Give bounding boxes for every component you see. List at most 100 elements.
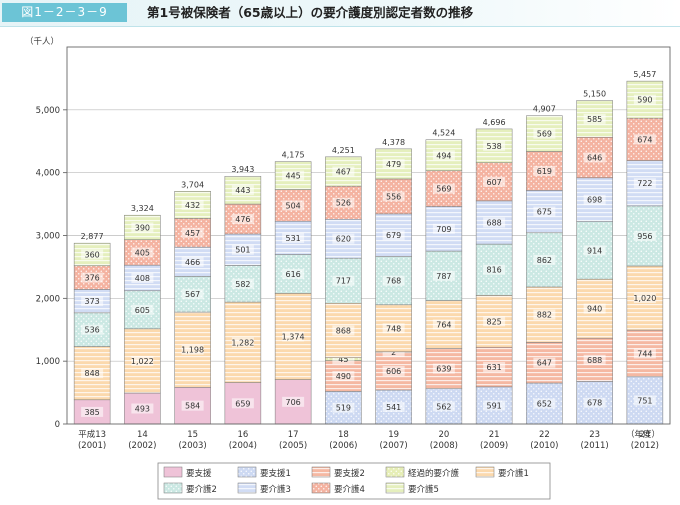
segment-label-bg [332,370,355,381]
segment-label: 616 [285,270,300,279]
x-tick-label: 21 [489,430,500,440]
segment-label: 569 [436,185,451,194]
bar-segment [174,218,211,248]
legend: 要支援 要支援1 要支援2 経過的要介護 要介護1 要介護2 要介護3 要介護4 要介護5 [157,462,551,500]
x-tick-label: 14 [137,430,148,440]
segment-label: 751 [637,396,652,405]
segment-label: 2 [391,348,396,357]
segment-label: 526 [336,199,351,208]
x-tick-sublabel: (2001) [78,441,106,451]
segment-label-bg [181,256,204,267]
segment-label: 584 [185,402,200,411]
segment-label-bg [181,199,204,210]
segment-label: 501 [235,246,250,255]
legend-label: 要支援2 [334,468,365,479]
segment-label-bg [583,113,606,124]
segment-label-bg [131,403,154,414]
segment-label-bg [282,396,305,407]
segment-label: 605 [135,306,150,315]
segment-label-bg [432,319,455,330]
segment-label-bg [81,406,104,417]
segment-label-bg [633,230,656,241]
segment-label: 519 [336,404,351,413]
x-tick-label: 15 [187,430,198,440]
figure-header: 図1－2－3－9 第1号被保険者（65歳以上）の要介護度別認定者数の推移 [0,0,680,27]
segment-label: 504 [285,201,300,210]
segment-label: 494 [436,151,451,160]
legend-swatch [311,482,331,494]
segment-label-bg [533,357,556,368]
x-axis-unit: （年度） [626,429,660,440]
legend-label: 要介護4 [334,484,365,495]
segment-label-bg [181,227,204,238]
legend-swatch [237,466,257,478]
y-tick-label: 3,000 [36,232,60,242]
segment-label: 443 [235,186,250,195]
segment-label: 567 [185,290,200,299]
segment-label-bg [231,185,254,196]
segment-label-bg [633,178,656,189]
segment-label: 764 [436,321,451,330]
legend-swatch [385,466,405,478]
segment-label-bg [533,398,556,409]
segment-label-bg [382,158,405,169]
segment-label-bg [131,222,154,233]
segment-label: 376 [84,274,99,283]
segment-label-bg [382,323,405,334]
segment-label: 787 [436,272,451,281]
plot-frame [66,46,671,425]
segment-label-bg [533,165,556,176]
segment-label-bg [332,197,355,208]
segment-label-bg [231,278,254,289]
segment-label-bg [483,176,506,187]
axes: 0 1,000 2,000 3,000 4,000 5,000 （千人） 平成13(2001)… [25,36,671,451]
segment-label: 862 [537,256,552,265]
segment-label: 688 [486,218,501,227]
segment-label-bg [231,244,254,255]
segment-label-bg [432,363,455,374]
x-tick-sublabel: (2005) [279,441,307,451]
segment-label-bg [432,270,455,281]
segment-label: 445 [285,172,300,181]
legend-label: 要支援1 [260,468,291,479]
segment-label-bg [382,365,405,376]
segment-label: 717 [336,277,351,286]
total-label: 3,324 [131,204,154,213]
x-tick-label: 19 [388,430,399,440]
segment-label: 679 [386,231,401,240]
segment-label: 476 [235,215,250,224]
x-tick-label: 24 [639,430,650,440]
segment-label-bg [282,268,305,279]
segment-label: 674 [637,135,652,144]
legend-swatch [163,466,183,478]
segment-label: 1,198 [181,346,204,355]
x-tick-label: 18 [338,430,349,440]
segment-label: 825 [486,317,501,326]
segment-label: 45 [338,355,348,364]
x-tick-sublabel: (2007) [379,441,407,451]
legend-swatch [311,466,331,478]
segment-label-bg [633,134,656,145]
bars: 385 848 536 373 376 360 2,877 493 1,022 605 408 405… [73,70,664,425]
y-axis-label: （千人） [25,36,59,47]
segment-label-bg [81,296,104,307]
segment-label: 706 [285,398,300,407]
segment-label-bg [533,128,556,139]
segment-label: 768 [386,277,401,286]
segment-label-bg [81,249,104,260]
segment-label: 385 [84,408,99,417]
segment-label-bg [633,293,656,304]
segment-label-bg [483,264,506,275]
segment-label: 390 [135,223,150,232]
segment-label-bg [633,94,656,105]
segment-label-bg [583,303,606,314]
segment-label-bg [131,272,154,283]
segment-label-bg [181,289,204,300]
segment-label: 591 [486,401,501,410]
total-label: 5,457 [633,70,656,79]
figure-number: 図1－2－3－9 [2,3,127,22]
segment-label: 606 [386,367,401,376]
legend-label: 要介護5 [408,484,439,495]
segment-label-bg [282,200,305,211]
segment-label: 541 [386,403,401,412]
